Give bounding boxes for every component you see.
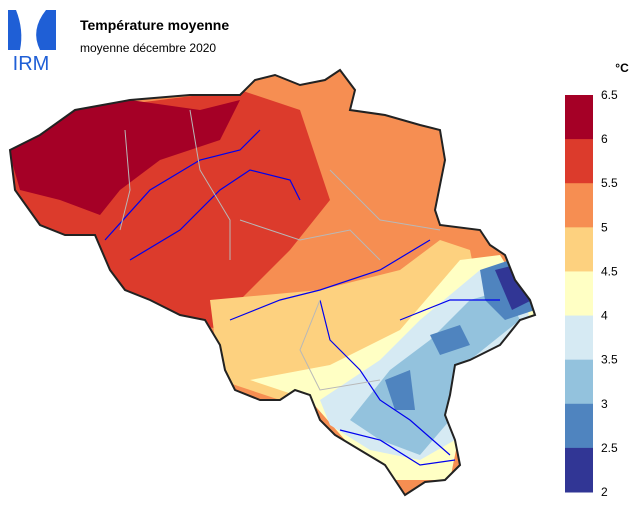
legend-tick-label: 2 xyxy=(601,485,608,499)
legend-tick-label: 5 xyxy=(601,220,608,234)
legend-tick-label: 4.5 xyxy=(601,264,618,278)
legend-band xyxy=(565,447,593,493)
legend: 6.5 6 5.5 5 4.5 4 3.5 3 2.5 2 xyxy=(565,88,618,499)
logo: IRM xyxy=(8,10,56,75)
logo-text: IRM xyxy=(13,53,50,75)
legend-band xyxy=(565,315,593,361)
legend-band xyxy=(565,95,593,140)
legend-band xyxy=(565,183,593,228)
legend-tick-label: 3.5 xyxy=(601,353,618,367)
temperature-map xyxy=(10,70,535,495)
legend-tick-label: 6 xyxy=(601,132,608,146)
country-outline xyxy=(8,68,537,497)
legend-band xyxy=(565,271,593,317)
legend-band xyxy=(565,227,593,272)
legend-band xyxy=(565,139,593,184)
legend-tick-label: 2.5 xyxy=(601,441,618,455)
legend-tick-label: 6.5 xyxy=(601,88,618,102)
subtitle: moyenne décembre 2020 xyxy=(80,41,216,55)
legend-tick-label: 4 xyxy=(601,309,608,323)
legend-unit: °C xyxy=(615,61,629,75)
legend-band xyxy=(565,403,593,449)
legend-tick-label: 5.5 xyxy=(601,176,618,190)
title: Température moyenne xyxy=(80,17,229,33)
legend-tick-label: 3 xyxy=(601,397,608,411)
legend-band xyxy=(565,359,593,405)
